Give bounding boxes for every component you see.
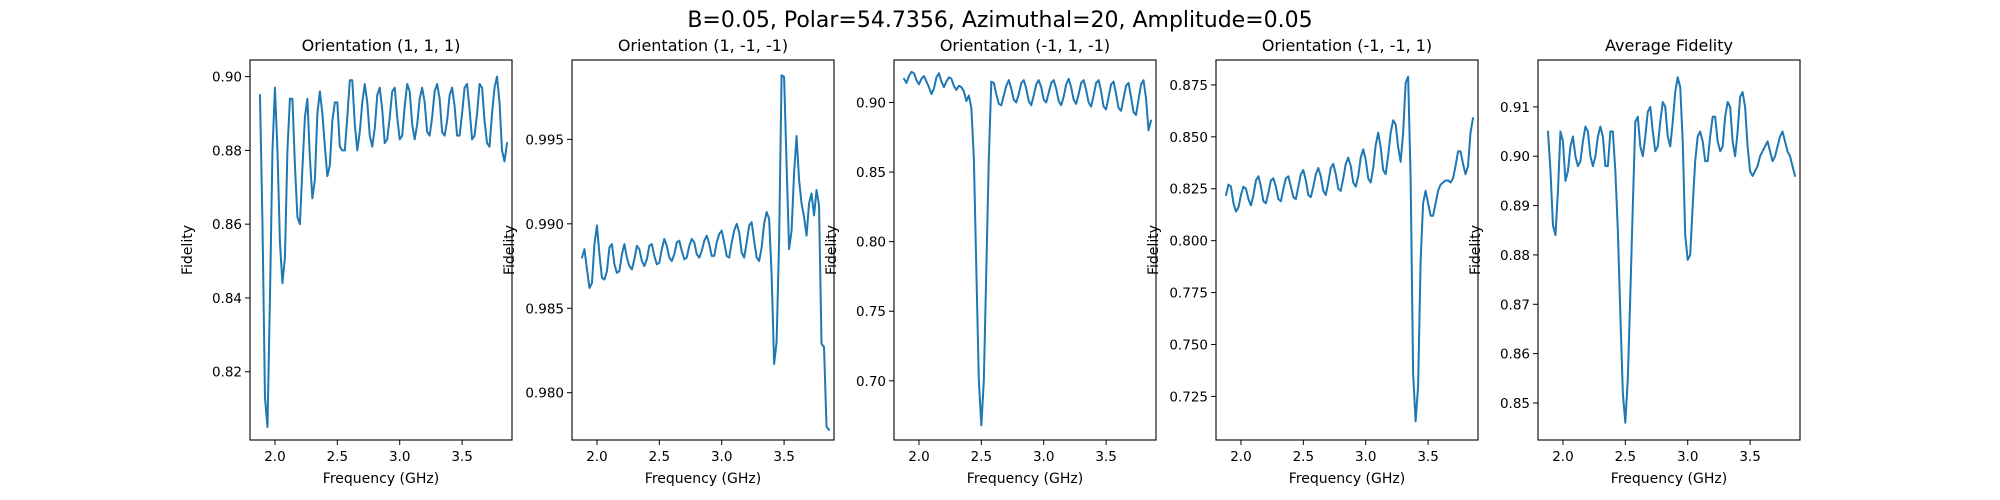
plot-frame	[1215, 59, 1479, 441]
y-axis-label: Fidelity	[1146, 225, 1162, 275]
subplot-title: Orientation (1, -1, -1)	[618, 36, 788, 55]
x-tick-label: 2.5	[1293, 449, 1314, 465]
series-line	[902, 70, 1153, 427]
series-line	[1224, 75, 1475, 423]
y-tick-label: 0.91	[1500, 100, 1530, 116]
y-tick-label: 0.985	[525, 301, 564, 317]
y-tick-label: 0.86	[1500, 347, 1530, 363]
x-tick-label: 3.5	[1739, 449, 1760, 465]
y-tick-label: 0.88	[212, 143, 242, 159]
y-tick-label: 0.70	[856, 374, 886, 390]
x-tick-label: 2.0	[1552, 449, 1573, 465]
y-tick-label: 0.980	[525, 386, 564, 402]
x-tick-label: 3.5	[773, 449, 794, 465]
subplot-5: 2.0 2.5 3.0 3.5 0.85 0.86 0.87 0.88 0.89 0.90 0.91…	[1468, 36, 1801, 487]
series-line	[1546, 76, 1797, 424]
y-tick-label: 0.88	[1500, 248, 1530, 264]
y-tick-label: 0.85	[1500, 396, 1530, 412]
x-axis-label: Frequency (GHz)	[1611, 471, 1727, 487]
y-tick-label: 0.75	[856, 304, 886, 320]
x-tick-label: 3.5	[1417, 449, 1438, 465]
x-tick-label: 3.5	[1095, 449, 1116, 465]
subplot-1: 2.0 2.5 3.0 3.5 0.82 0.84 0.86 0.88 0.90 Orientat…	[180, 36, 513, 487]
x-tick-label: 3.0	[1355, 449, 1376, 465]
subplot-title: Orientation (1, 1, 1)	[302, 36, 461, 55]
subplot-title: Orientation (-1, -1, 1)	[1262, 36, 1432, 55]
series-line	[258, 75, 509, 429]
x-tick-label: 2.5	[971, 449, 992, 465]
y-tick-label: 0.750	[1169, 337, 1208, 353]
y-tick-label: 0.800	[1169, 234, 1208, 250]
subplot-4: 2.0 2.5 3.0 3.5 0.725 0.750 0.775 0.800 0.825 0.8…	[1146, 36, 1479, 487]
y-tick-label: 0.90	[856, 95, 886, 111]
y-tick-label: 0.850	[1169, 130, 1208, 146]
x-tick-label: 2.0	[1230, 449, 1251, 465]
subplot-2: 2.0 2.5 3.0 3.5 0.980 0.985 0.990 0.995 Orientat…	[502, 36, 835, 487]
y-tick-label: 0.86	[212, 217, 242, 233]
y-axis-label: Fidelity	[1468, 225, 1484, 275]
plot-frame	[1537, 59, 1801, 441]
subplot-3: 2.0 2.5 3.0 3.5 0.70 0.75 0.80 0.85 0.90 Orientat…	[824, 36, 1157, 487]
x-tick-label: 2.5	[327, 449, 348, 465]
y-tick-label: 0.725	[1169, 389, 1208, 405]
series-line	[580, 74, 831, 431]
x-tick-label: 3.0	[711, 449, 732, 465]
x-axis-label: Frequency (GHz)	[645, 471, 761, 487]
figure-title: B=0.05, Polar=54.7356, Azimuthal=20, Amp…	[687, 8, 1312, 33]
y-tick-label: 0.990	[525, 217, 564, 233]
y-tick-label: 0.90	[212, 70, 242, 86]
y-axis-label: Fidelity	[180, 225, 196, 275]
y-tick-label: 0.89	[1500, 199, 1530, 215]
y-tick-label: 0.875	[1169, 78, 1208, 94]
y-tick-label: 0.775	[1169, 286, 1208, 302]
y-tick-label: 0.84	[212, 291, 242, 307]
plot-frame	[249, 59, 513, 441]
y-tick-label: 0.995	[525, 132, 564, 148]
x-tick-label: 2.0	[264, 449, 285, 465]
y-axis-label: Fidelity	[502, 225, 518, 275]
subplot-title: Orientation (-1, 1, -1)	[940, 36, 1110, 55]
x-axis-label: Frequency (GHz)	[1289, 471, 1405, 487]
x-tick-label: 2.5	[1615, 449, 1636, 465]
x-tick-label: 3.0	[1033, 449, 1054, 465]
plot-frame	[571, 59, 835, 441]
y-tick-label: 0.85	[856, 165, 886, 181]
plot-frame	[893, 59, 1157, 441]
x-axis-label: Frequency (GHz)	[967, 471, 1083, 487]
y-axis-label: Fidelity	[824, 225, 840, 275]
x-tick-label: 2.5	[649, 449, 670, 465]
x-tick-label: 3.5	[451, 449, 472, 465]
y-tick-label: 0.80	[856, 235, 886, 251]
subplot-title: Average Fidelity	[1605, 36, 1733, 55]
x-tick-label: 3.0	[389, 449, 410, 465]
y-tick-label: 0.90	[1500, 149, 1530, 165]
x-tick-label: 2.0	[586, 449, 607, 465]
x-tick-label: 3.0	[1677, 449, 1698, 465]
y-tick-label: 0.82	[212, 365, 242, 381]
y-tick-label: 0.87	[1500, 297, 1530, 313]
subplot-grid: 2.0 2.5 3.0 3.5 0.82 0.84 0.86 0.88 0.90 Orientat…	[180, 36, 1801, 487]
y-tick-label: 0.825	[1169, 182, 1208, 198]
x-tick-label: 2.0	[908, 449, 929, 465]
x-axis-label: Frequency (GHz)	[323, 471, 439, 487]
